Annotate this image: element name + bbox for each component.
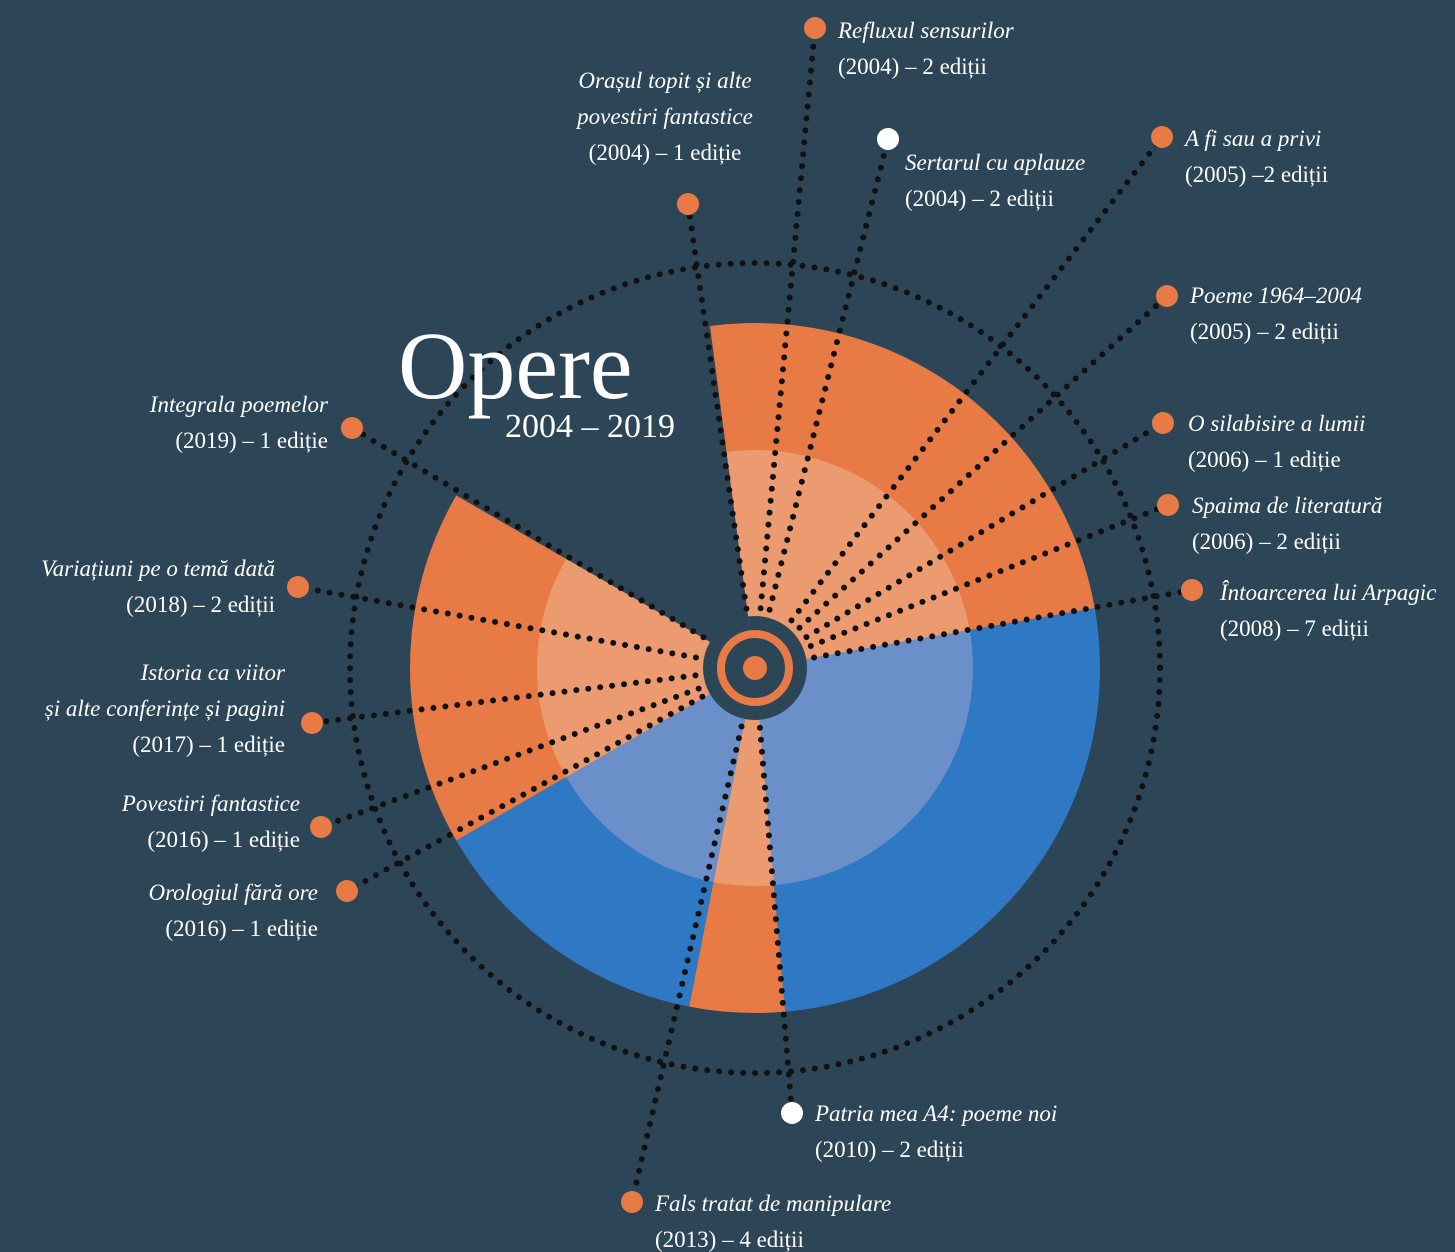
subtitle: 2004 – 2019 — [505, 408, 675, 445]
leader-line — [752, 665, 795, 1116]
item-title: Povestiri fantastice — [121, 791, 300, 816]
item-dot — [1181, 579, 1203, 601]
leader-line — [318, 665, 758, 830]
leader-line — [752, 136, 891, 671]
item-title: Refluxul sensurilor — [837, 18, 1015, 43]
item-dot — [301, 712, 323, 734]
item-detail: (2017) – 1 ediție — [132, 732, 285, 757]
item-title: Patria mea A4: poeme noi — [814, 1101, 1057, 1126]
item-title: Integrala poemelor — [149, 392, 329, 417]
item-dot — [287, 576, 309, 598]
item-title: povestiri fantastice — [575, 104, 753, 129]
item-detail: (2004) – 2 ediții — [838, 54, 987, 79]
item-detail: (2013) – 4 ediții — [655, 1227, 804, 1252]
sector-inner — [713, 668, 774, 886]
item-title: Spaima de literatură — [1192, 493, 1382, 518]
item-detail: (2006) – 1 ediție — [1188, 447, 1341, 472]
leader-line — [295, 584, 758, 671]
item-dot — [621, 1191, 643, 1213]
leader-line — [752, 502, 1171, 671]
item-detail: (2010) – 2 ediții — [815, 1137, 964, 1162]
item-detail: (2004) – 1 ediție — [589, 140, 742, 165]
item-dot — [341, 417, 363, 439]
item-dot — [1157, 494, 1179, 516]
sector-inner — [755, 630, 973, 886]
item-title: O silabisire a lumii — [1188, 411, 1365, 436]
item-title: Orașul topit și alte — [578, 68, 751, 93]
hub-ring — [717, 630, 793, 706]
leader-line — [752, 293, 1170, 671]
item-detail: (2016) – 1 ediție — [165, 916, 318, 941]
item-title: Poeme 1964–2004 — [1189, 283, 1362, 308]
item-detail: (2018) – 2 ediții — [126, 592, 275, 617]
item-title: Orologiul fără ore — [148, 880, 318, 905]
item-dot — [877, 128, 899, 150]
item-title: Variațiuni pe o temă dată — [41, 556, 275, 581]
item-dot — [310, 816, 332, 838]
item-detail: (2005) –2 ediții — [1185, 162, 1328, 187]
item-detail: (2005) – 2 ediții — [1190, 319, 1339, 344]
item-dot — [1151, 126, 1173, 148]
leader-line — [752, 420, 1166, 671]
item-detail: (2004) – 2 ediții — [905, 186, 1054, 211]
leader-line — [629, 665, 758, 1205]
leader-line — [752, 134, 1165, 671]
item-detail: (2019) – 1 ediție — [175, 428, 328, 453]
item-title: Sertarul cu aplauze — [905, 150, 1085, 175]
sector-inner — [566, 668, 755, 882]
item-detail: (2008) – 7 ediții — [1220, 616, 1369, 641]
sector-inner — [726, 450, 970, 668]
item-title: și alte conferințe și pagini — [45, 696, 285, 721]
hub-dot — [743, 656, 767, 680]
title: Opere — [398, 312, 633, 419]
sectors — [410, 323, 1101, 1013]
item-dot — [804, 17, 826, 39]
leader-line — [752, 25, 818, 671]
item-title: Întoarcerea lui Arpagic — [1219, 580, 1436, 605]
item-dot — [336, 880, 358, 902]
item-detail: (2016) – 1 ediție — [147, 827, 300, 852]
leader-lines — [295, 25, 1195, 1205]
item-dot — [781, 1102, 803, 1124]
item-dot — [1156, 285, 1178, 307]
item-title: Istoria ca viitor — [140, 660, 286, 685]
item-title: Fals tratat de manipulare — [654, 1191, 891, 1216]
item-detail: (2006) – 2 ediții — [1192, 529, 1341, 554]
sector-inner — [537, 559, 755, 777]
labels: Refluxul sensurilor (2004) – 2 ediții Oraș… — [41, 17, 1436, 1252]
item-dot — [677, 193, 699, 215]
leader-line — [752, 587, 1195, 671]
leader-line — [309, 665, 758, 726]
item-title: A fi sau a privi — [1183, 126, 1321, 151]
dotted-ring — [347, 260, 1163, 1076]
item-dot — [1152, 412, 1174, 434]
